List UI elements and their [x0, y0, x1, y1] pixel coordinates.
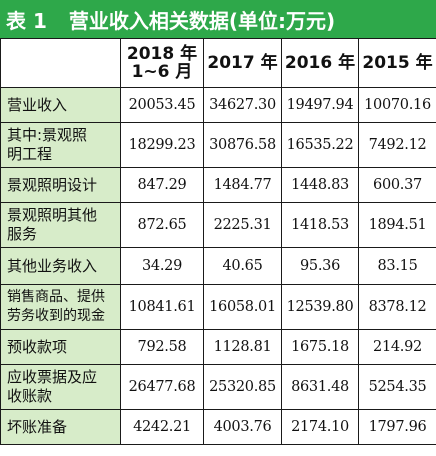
cell-value: 10841.61 — [120, 284, 204, 330]
table-row: 营业收入 20053.45 34627.30 19497.94 10070.16 — [0, 87, 436, 123]
cell-value: 8378.12 — [358, 284, 436, 330]
row-label: 景观照明其他 服务 — [0, 202, 121, 248]
header-row: 2018 年 1~6 月 2017 年 2016 年 2015 年 — [0, 38, 436, 88]
header-cell-2015: 2015 年 — [358, 38, 436, 88]
header-cell-blank — [0, 38, 121, 88]
row-label: 应收票据及应 收账款 — [0, 364, 121, 410]
cell-value: 83.15 — [358, 247, 436, 285]
cell-value: 1484.77 — [203, 167, 282, 203]
header-cell-2018h1: 2018 年 1~6 月 — [120, 38, 204, 88]
cell-value: 1128.81 — [203, 329, 282, 365]
row-label: 销售商品、提供 劳务收到的现金 — [0, 284, 121, 330]
table-title-bar: 表 1 营业收入相关数据(单位:万元) — [0, 0, 436, 38]
cell-value: 25320.85 — [203, 364, 282, 410]
cell-value: 20053.45 — [120, 87, 204, 123]
table-row: 其中:景观照 明工程 18299.23 30876.58 16535.22 74… — [0, 122, 436, 168]
row-label: 其中:景观照 明工程 — [0, 122, 121, 168]
table-row: 其他业务收入 34.29 40.65 95.36 83.15 — [0, 247, 436, 285]
cell-value: 600.37 — [358, 167, 436, 203]
cell-value: 214.92 — [358, 329, 436, 365]
table-row: 景观照明其他 服务 872.65 2225.31 1418.53 1894.51 — [0, 202, 436, 248]
cell-value: 95.36 — [281, 247, 359, 285]
cell-value: 4242.21 — [120, 409, 204, 445]
cell-value: 1418.53 — [281, 202, 359, 248]
cell-value: 10070.16 — [358, 87, 436, 123]
cell-value: 40.65 — [203, 247, 282, 285]
cell-value: 1894.51 — [358, 202, 436, 248]
cell-value: 7492.12 — [358, 122, 436, 168]
row-label: 其他业务收入 — [0, 247, 121, 285]
table-row: 销售商品、提供 劳务收到的现金 10841.61 16058.01 12539.… — [0, 284, 436, 330]
row-label: 营业收入 — [0, 87, 121, 123]
header-cell-2017: 2017 年 — [203, 38, 282, 88]
cell-value: 30876.58 — [203, 122, 282, 168]
table-row: 应收票据及应 收账款 26477.68 25320.85 8631.48 525… — [0, 364, 436, 410]
cell-value: 847.29 — [120, 167, 204, 203]
cell-value: 8631.48 — [281, 364, 359, 410]
table-row: 坏账准备 4242.21 4003.76 2174.10 1797.96 — [0, 409, 436, 445]
table-row: 预收款项 792.58 1128.81 1675.18 214.92 — [0, 329, 436, 365]
row-label: 景观照明设计 — [0, 167, 121, 203]
cell-value: 16058.01 — [203, 284, 282, 330]
cell-value: 5254.35 — [358, 364, 436, 410]
row-label: 坏账准备 — [0, 409, 121, 445]
cell-value: 2174.10 — [281, 409, 359, 445]
cell-value: 12539.80 — [281, 284, 359, 330]
cell-value: 2225.31 — [203, 202, 282, 248]
cell-value: 16535.22 — [281, 122, 359, 168]
cell-value: 19497.94 — [281, 87, 359, 123]
table-row: 景观照明设计 847.29 1484.77 1448.83 600.37 — [0, 167, 436, 203]
revenue-data-table: 2018 年 1~6 月 2017 年 2016 年 2015 年 营业收入 2… — [0, 38, 436, 445]
cell-value: 34627.30 — [203, 87, 282, 123]
cell-value: 1675.18 — [281, 329, 359, 365]
header-cell-2016: 2016 年 — [281, 38, 359, 88]
cell-value: 26477.68 — [120, 364, 204, 410]
table-number: 表 1 — [6, 8, 47, 33]
cell-value: 34.29 — [120, 247, 204, 285]
table-title: 营业收入相关数据(单位:万元) — [68, 8, 336, 33]
cell-value: 872.65 — [120, 202, 204, 248]
cell-value: 1448.83 — [281, 167, 359, 203]
cell-value: 1797.96 — [358, 409, 436, 445]
cell-value: 4003.76 — [203, 409, 282, 445]
cell-value: 792.58 — [120, 329, 204, 365]
cell-value: 18299.23 — [120, 122, 204, 168]
row-label: 预收款项 — [0, 329, 121, 365]
